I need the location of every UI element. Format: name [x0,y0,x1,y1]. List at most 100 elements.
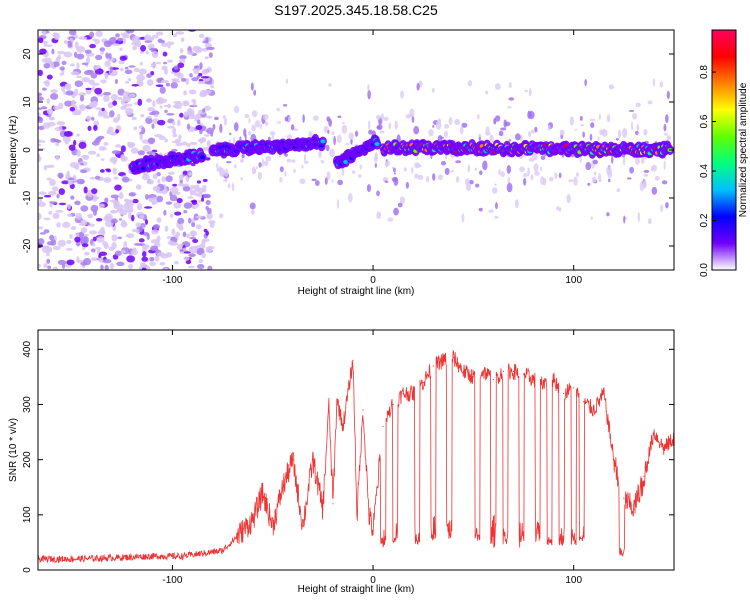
spectrogram-noise-blob [125,107,134,116]
spectrogram-spread-blob [350,138,353,145]
snr-data-point [522,373,525,375]
spectrogram-spread-blob [448,116,453,126]
spectrogram-noise-blob [176,119,181,127]
spectrogram-spread-blob [527,110,532,120]
spectrogram-noise-blob [38,212,42,221]
spectrogram-noise-blob [141,174,150,181]
snr-data-point [336,398,338,400]
snr-data-point [382,425,384,428]
spectrogram-spread-blob [216,163,219,169]
spectrogram-noise-blob [183,111,189,118]
spectrogram-noise-blob [169,186,179,193]
spectrogram-spread-blob [393,177,399,186]
spectrogram-noise-blob [161,176,166,183]
spectrogram-noise-blob [100,109,108,117]
spectrogram-noise-blob [96,153,100,158]
snr-data-point [512,370,515,372]
spectrogram-spread-blob [589,118,596,122]
spectrogram-noise-blob [165,175,173,183]
snr-data-point [663,448,665,450]
spectrogram-noise-blob [120,67,124,72]
spectrogram-noise-blob [180,77,187,82]
spectrogram-noise-blob [151,201,157,206]
spectrogram-spread-blob [341,166,345,176]
spectrogram-spread-blob [431,87,435,93]
spectrogram-spread-blob [394,120,398,130]
spectrogram-noise-blob [173,65,179,70]
spectrogram-noise-blob [86,56,91,64]
spectrogram-spread-blob [301,164,304,169]
spectrogram-noise-blob [130,147,139,154]
spectrogram-spread-blob [579,156,582,163]
spectrogram-spread-blob [590,216,593,220]
spectrogram-noise-blob [120,154,126,161]
spectrogram-spread-blob [383,177,389,182]
spectrogram-spread-blob [611,154,614,164]
spectrogram-noise-blob [186,233,190,239]
spectrogram-spread-blob [500,127,507,131]
spectrogram-noise-blob [204,56,209,60]
spectrogram-spread-blob [616,188,621,193]
spectrogram-noise-blob [99,169,105,173]
spectrogram-spread-blob [635,102,641,108]
spectrogram-noise-blob [196,263,205,270]
spectrogram-noise-blob [190,162,196,167]
spectrogram-spread-blob [585,162,592,171]
spectrogram-noise-blob [103,243,109,249]
spectrogram-noise-blob [38,69,43,76]
spectrogram-noise-blob [43,217,51,221]
snr-data-point [292,459,294,461]
spectrogram-spread-blob [336,199,340,209]
spectrogram-spread-blob [484,132,491,136]
spectrogram-spread-blob [255,166,258,170]
spectrogram-noise-blob [191,205,198,209]
spectrogram-noise-blob [188,253,196,258]
spectrogram-noise-blob [119,47,123,51]
spectrogram-spread-blob [524,89,529,93]
spectrogram-noise-blob [172,127,177,135]
spectrogram-noise-blob [76,256,80,264]
spectrogram-noise-blob [147,115,152,119]
spectrogram-noise-blob [121,176,130,183]
spectrogram-noise-blob [50,239,57,246]
spectrogram-noise-blob [205,246,213,253]
spectrogram-spread-blob [467,80,473,87]
spectrogram-spread-blob [579,115,583,121]
spectrogram-noise-blob [76,75,82,79]
spectrogram-noise-blob [191,222,196,228]
spectrogram-spread-blob [391,166,394,169]
spectrogram-noise-blob [179,48,184,54]
spectrogram-noise-blob [141,256,148,262]
spectrogram-spread-blob [213,116,219,121]
spectrogram-spread-blob [293,128,298,132]
spectrogram-spread-blob [482,160,488,171]
snr-data-point [593,409,595,411]
spectrogram-noise-blob [56,193,60,199]
spectrogram-noise-blob [171,148,178,152]
spectrogram-spread-blob [276,121,282,124]
spectrogram-spread-blob [283,103,288,107]
spectrogram-noise-blob [174,211,182,216]
spectrogram-noise-blob [132,198,139,204]
spectrogram-spread-blob [506,165,512,174]
spectrogram-noise-blob [145,265,151,270]
spectrogram-spread-blob [628,109,635,112]
spectrogram-noise-blob [156,235,161,242]
spectrogram-noise-blob [59,72,65,76]
spectrogram-noise-blob [109,156,118,164]
spectrogram-spread-blob [548,176,554,182]
spectrogram-spread-blob [634,130,639,135]
colorbar-ticks: 0.0 0.2 0.4 0.6 0.8 [699,65,716,277]
spectrogram-noise-blob [63,51,73,58]
spectrogram-noise-blob [151,34,159,39]
snr-data-point [532,379,535,381]
spectrogram-noise-blob [95,54,103,61]
spectrogram-spread-blob [387,217,394,222]
spectrogram-spread-blob [258,162,262,168]
spectrogram-noise-blob [68,144,76,151]
spectrogram-noise-blob [164,68,168,75]
snr-data-point [328,403,330,406]
spectrogram-noise-blob [183,202,193,209]
spectrogram-spread-blob [530,174,534,181]
snr-data-point [236,536,238,538]
